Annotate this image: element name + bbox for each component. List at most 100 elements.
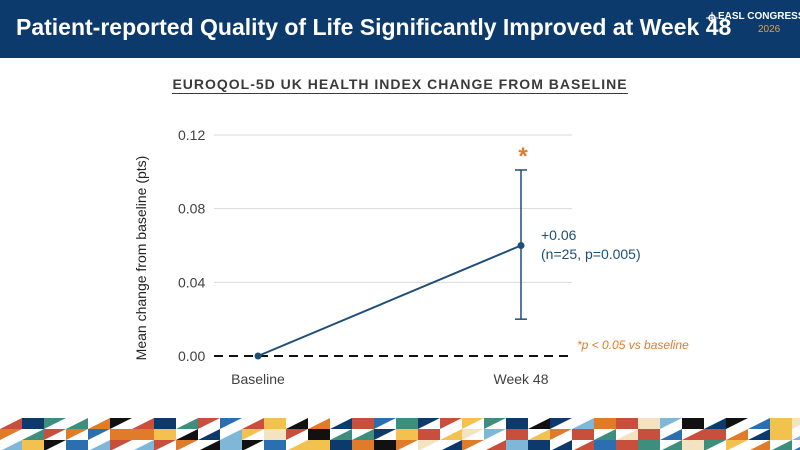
chart-title: EUROQOL-5D UK HEALTH INDEX CHANGE FROM B…: [0, 76, 800, 94]
pattern-shape: [638, 418, 660, 429]
pattern-shape: [374, 429, 396, 440]
y-tick-label: 0.04: [178, 274, 205, 290]
header-bar: Patient-reported Quality of Life Signifi…: [0, 0, 800, 58]
pattern-shape: [462, 418, 484, 429]
pattern-shape: [484, 418, 506, 429]
pattern-shape: [726, 440, 748, 450]
pattern-shape: [330, 418, 352, 429]
y-axis-label: Mean change from baseline (pts): [133, 156, 149, 361]
pattern-shape: [374, 418, 396, 429]
x-tick-label: Baseline: [231, 371, 285, 387]
pattern-shape: [396, 440, 418, 450]
pattern-shape: [264, 440, 286, 450]
pattern-shape: [418, 440, 440, 450]
significance-footnote: *p < 0.05 vs baseline: [577, 338, 689, 352]
pattern-shape: [286, 429, 308, 440]
pattern-shape: [396, 418, 418, 429]
pattern-shape: [110, 429, 132, 440]
pattern-shape: [242, 429, 264, 440]
pattern-shape: [176, 440, 198, 450]
series-line: [257, 244, 522, 357]
pattern-shape: [176, 429, 198, 440]
pattern-shape: [682, 440, 704, 450]
pattern-shape: [682, 429, 704, 440]
pattern-shape: [616, 429, 638, 440]
pattern-shape: [528, 418, 550, 429]
pattern-shape: [442, 440, 462, 450]
pattern-shape: [220, 429, 242, 440]
logo-text: EASL CONGRESS: [718, 11, 800, 22]
pattern-shape: [794, 447, 800, 450]
pattern-shape: [242, 418, 264, 429]
pattern-shape: [418, 429, 440, 440]
pattern-shape: [200, 440, 220, 450]
pattern-shape: [90, 440, 110, 450]
pattern-shape: [374, 440, 396, 450]
pattern-shape: [308, 440, 330, 450]
pattern-shape: [66, 418, 88, 429]
pattern-shape: [638, 429, 660, 440]
pattern-shape: [572, 418, 594, 429]
pattern-shape: [330, 440, 352, 450]
pattern-shape: [552, 440, 572, 450]
pattern-shape: [308, 418, 330, 429]
x-tick-label: Week 48: [494, 371, 549, 387]
pattern-shape: [288, 440, 308, 450]
pattern-shape: [792, 436, 800, 440]
pattern-shape: [726, 418, 748, 429]
pattern-shape: [574, 440, 594, 450]
pattern-shape: [110, 440, 132, 450]
logo-year: 2026: [758, 24, 781, 35]
pattern-shape: [154, 418, 176, 429]
pattern-shape: [154, 429, 176, 440]
pattern-shape: [154, 440, 176, 450]
significance-asterisk: *: [518, 143, 528, 170]
pattern-shape: [748, 429, 770, 440]
pattern-shape: [704, 440, 726, 450]
pattern-shape: [352, 418, 374, 429]
pattern-shape: [418, 418, 440, 429]
pattern-shape: [594, 440, 616, 450]
pattern-shape: [660, 429, 682, 440]
chart-title-text: EUROQOL-5D UK HEALTH INDEX CHANGE FROM B…: [172, 76, 628, 94]
pattern-shape: [486, 440, 506, 450]
pattern-shape: [550, 429, 572, 440]
pattern-shape: [330, 429, 352, 440]
logo-star-icon: [706, 12, 718, 24]
y-tick-label: 0.08: [178, 201, 205, 217]
data-point: [254, 352, 262, 360]
pattern-shape: [132, 429, 154, 440]
pattern-shape: [462, 429, 484, 440]
pattern-shape: [750, 440, 770, 450]
pattern-shape: [66, 440, 88, 450]
pattern-shape: [660, 418, 682, 429]
pattern-shape: [308, 429, 330, 440]
pattern-shape: [704, 429, 726, 440]
pattern-shape: [662, 440, 682, 450]
pattern-shape: [198, 418, 220, 429]
pattern-shape: [286, 418, 308, 429]
pattern-shape: [220, 418, 242, 429]
pattern-shape: [506, 429, 528, 440]
y-tick-label: 0.00: [178, 348, 205, 364]
pattern-shape: [134, 440, 154, 450]
pattern-shape: [352, 440, 374, 450]
pattern-shape: [88, 418, 110, 429]
pattern-shape: [110, 418, 132, 429]
pattern-shape: [198, 429, 220, 440]
pattern-shape: [2, 440, 22, 450]
pattern-shape: [726, 429, 748, 440]
pattern-shape: [594, 429, 616, 440]
pattern-shape: [770, 429, 792, 440]
pattern-shape: [264, 418, 286, 429]
pattern-shape: [748, 418, 770, 429]
pattern-shape: [550, 418, 572, 429]
pattern-shape: [616, 418, 638, 429]
pattern-shape: [44, 440, 66, 450]
pattern-shape: [264, 429, 286, 440]
pattern-shape: [506, 440, 528, 450]
pattern-shape: [22, 440, 44, 450]
pattern-shape: [506, 418, 528, 429]
pattern-shape: [22, 429, 44, 440]
